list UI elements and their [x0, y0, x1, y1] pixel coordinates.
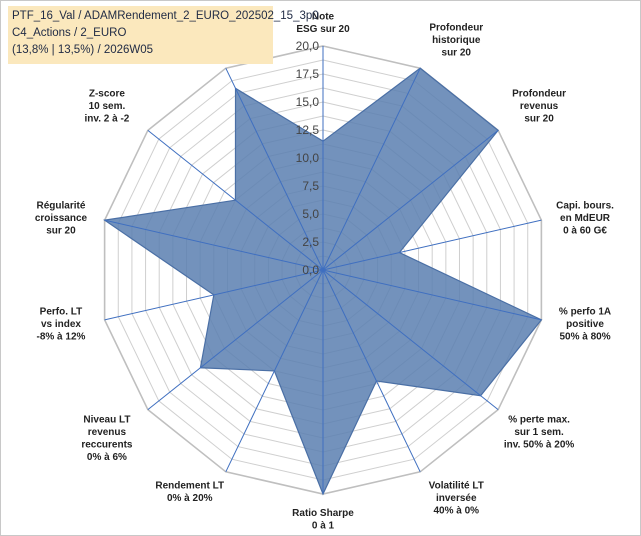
axis-label: Profondeur historique sur 20 — [429, 23, 483, 59]
portfolio-name: PTF_16_Val / ADAMRendement_2_EURO_202502… — [12, 10, 319, 22]
axis-label-line: Perfo. LT — [40, 306, 83, 317]
axis-label: Rendement LT 0% à 20% — [155, 480, 224, 504]
axis-label-line: sur 20 — [46, 226, 76, 237]
axis-label-line: croissance — [35, 213, 88, 224]
axis-label: Z-score 10 sem. inv. 2 à -2 — [85, 89, 130, 125]
axis-spoke — [225, 269, 324, 473]
tick-label: 17,5 — [296, 67, 320, 81]
radial-tick-labels: 0,0 2,5 5,0 7,5 10,0 12,5 15,0 17,5 20,0 — [296, 39, 320, 277]
axis-label-line: % perfo 1A — [559, 306, 611, 317]
axis-label-line: Note — [312, 12, 335, 23]
axis-label: Niveau LT revenus reccurents 0% à 6% — [81, 414, 133, 463]
tick-label: 5,0 — [302, 207, 319, 221]
axis-spoke — [104, 219, 324, 271]
axis-label-line: en MdEUR — [560, 213, 611, 224]
tick-label: 15,0 — [296, 95, 320, 109]
axis-label: Perfo. LT vs index -8% à 12% — [37, 306, 86, 342]
axis-spoke — [322, 269, 421, 473]
tick-label: 12,5 — [296, 123, 320, 137]
axis-spoke — [225, 67, 324, 271]
axis-label: Ratio Sharpe 0 à 1 — [292, 508, 354, 532]
axis-label-line: inv. 2 à -2 — [85, 114, 130, 125]
radar-spokes — [104, 46, 542, 494]
axis-label: Volatilité LT inversée 40% à 0% — [429, 480, 484, 516]
axis-label-line: 0% à 20% — [167, 493, 213, 504]
axis-label-line: Profondeur — [512, 89, 566, 100]
axis-label-line: 40% à 0% — [433, 505, 479, 516]
axis-label: % perte max. sur 1 sem. inv. 50% à 20% — [504, 414, 575, 450]
axis-spoke — [322, 67, 421, 271]
axis-label-line: Niveau LT — [83, 414, 130, 425]
axis-spoke — [147, 269, 324, 411]
axis-label-line: revenus — [520, 101, 559, 112]
axis-label-line: inv. 50% à 20% — [504, 439, 575, 450]
axis-label-line: Capi. bours. — [556, 201, 614, 212]
axis-spoke — [322, 269, 499, 411]
axis-label-line: Volatilité LT — [429, 480, 484, 491]
portfolio-info-box: PTF_16_Val / ADAMRendement_2_EURO_202502… — [8, 6, 319, 64]
axis-label-line: 0 à 60 G€ — [563, 226, 607, 237]
axis-label-line: reccurents — [81, 439, 133, 450]
axis-label: Profondeur revenus sur 20 — [512, 89, 566, 125]
performance-week: (13,8% | 13,5%) / 2026W05 — [12, 44, 154, 56]
axis-label-line: 50% à 80% — [559, 331, 610, 342]
axis-label: Capi. bours. en MdEUR 0 à 60 G€ — [556, 201, 614, 237]
axis-label: Note ESG sur 20 — [296, 12, 350, 36]
axis-label-line: revenus — [88, 427, 127, 438]
tick-label: 10,0 — [296, 151, 320, 165]
axis-label-line: Régularité — [37, 201, 86, 212]
axis-label-line: sur 1 sem. — [514, 427, 564, 438]
tick-label: 0,0 — [302, 263, 319, 277]
axis-label: % perfo 1A positive 50% à 80% — [559, 306, 611, 342]
tick-label: 7,5 — [302, 179, 319, 193]
axis-spoke — [322, 129, 499, 271]
axis-label-line: Rendement LT — [155, 480, 224, 491]
axis-label-line: positive — [566, 319, 604, 330]
asset-class: C4_Actions / 2_EURO — [12, 27, 127, 39]
axis-label-line: historique — [432, 35, 481, 46]
axis-label-line: sur 20 — [524, 114, 554, 125]
axis-label-line: sur 20 — [442, 48, 472, 59]
axis-label-line: % perte max. — [508, 414, 570, 425]
axis-label: Régularité croissance sur 20 — [35, 201, 88, 237]
axis-spoke — [104, 269, 324, 321]
axis-spoke — [147, 129, 324, 271]
axis-spoke — [322, 219, 542, 271]
axis-label-line: vs index — [41, 319, 81, 330]
axis-label-line: inversée — [436, 493, 477, 504]
axis-label-line: 0 à 1 — [312, 521, 335, 532]
axis-label-line: 10 sem. — [89, 101, 126, 112]
axis-label-line: ESG sur 20 — [296, 24, 350, 35]
axis-label-line: Profondeur — [429, 23, 483, 34]
axis-label-line: Ratio Sharpe — [292, 508, 354, 519]
axis-label-line: Z-score — [89, 89, 126, 100]
axis-label-line: 0% à 6% — [87, 452, 127, 463]
tick-label: 20,0 — [296, 39, 320, 53]
axis-spoke — [322, 269, 542, 321]
tick-label: 2,5 — [302, 235, 319, 249]
axis-label-line: -8% à 12% — [37, 331, 86, 342]
